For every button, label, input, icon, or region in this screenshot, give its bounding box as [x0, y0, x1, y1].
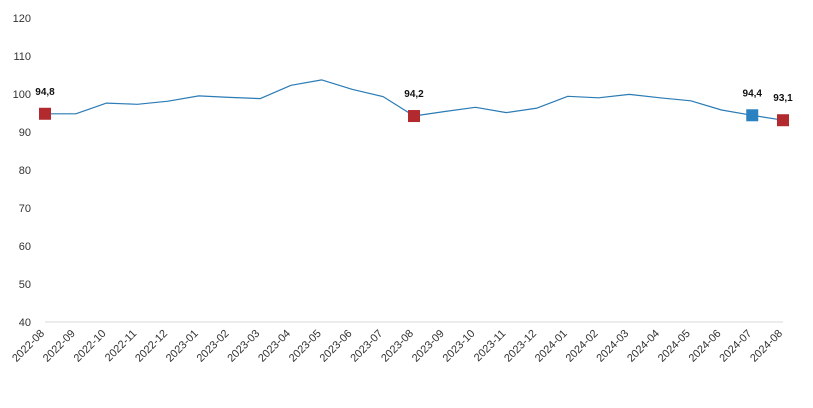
highlight-marker	[408, 110, 420, 123]
x-tick-label: 2024-02	[564, 328, 601, 365]
x-tick-label: 2022-08	[10, 328, 47, 365]
highlight-marker	[39, 107, 51, 120]
x-tick-label: 2023-03	[225, 328, 262, 365]
y-tick-label: 120	[13, 13, 31, 25]
x-tick-label: 2023-10	[441, 328, 478, 365]
y-tick-label: 100	[13, 89, 31, 101]
x-tick-label: 2022-09	[41, 328, 78, 365]
data-labels: 94,8 94,2 94,4 93,1	[35, 87, 793, 104]
x-axis: 2022-082022-092022-102022-112022-122023-…	[10, 321, 785, 365]
highlight-markers	[39, 107, 789, 127]
highlight-marker	[746, 109, 759, 122]
x-tick-label: 2023-01	[164, 328, 201, 365]
y-axis: 40 50 60 70 80 90 100 110 120	[13, 13, 31, 329]
x-tick-label: 2023-05	[287, 328, 324, 365]
x-tick-label: 2023-12	[502, 328, 539, 365]
x-tick-label: 2022-10	[72, 328, 109, 365]
x-tick-label: 2024-06	[687, 328, 724, 365]
x-tick-label: 2023-07	[348, 328, 385, 365]
data-label: 93,1	[773, 93, 793, 104]
x-tick-label: 2024-05	[656, 328, 693, 365]
x-tick-label: 2023-04	[256, 328, 293, 365]
x-tick-label: 2024-07	[717, 328, 754, 365]
x-tick-label: 2023-06	[318, 328, 355, 365]
x-tick-label: 2024-08	[748, 328, 785, 365]
x-tick-label: 2024-01	[533, 328, 570, 365]
x-tick-label: 2023-11	[472, 328, 508, 364]
highlight-marker	[777, 114, 789, 127]
x-tick-label: 2022-12	[133, 328, 170, 365]
x-tick-label: 2023-02	[195, 328, 232, 365]
data-label: 94,4	[743, 88, 763, 99]
x-tick-label: 2023-08	[379, 328, 416, 365]
y-tick-label: 70	[19, 203, 31, 215]
x-tick-label: 2024-03	[594, 328, 631, 365]
x-tick-label: 2023-09	[410, 328, 447, 365]
y-tick-label: 90	[19, 127, 31, 139]
y-tick-label: 110	[13, 51, 31, 63]
y-tick-label: 80	[19, 165, 31, 177]
x-tick-label: 2022-11	[103, 328, 139, 364]
y-tick-label: 40	[19, 317, 31, 329]
data-label: 94,2	[404, 89, 424, 100]
y-tick-label: 60	[19, 241, 31, 253]
x-tick-label: 2024-04	[625, 328, 662, 365]
y-tick-label: 50	[19, 279, 31, 291]
data-label: 94,8	[35, 87, 55, 98]
